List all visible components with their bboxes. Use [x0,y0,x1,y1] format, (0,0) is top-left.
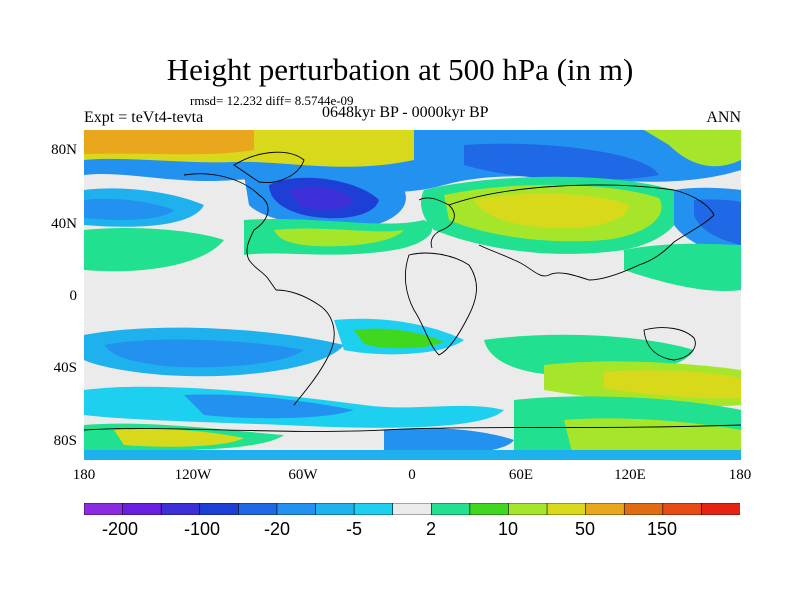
colorbar-label: -200 [101,519,139,539]
period-label: 0648kyr BP - 0000kyr BP [322,104,489,121]
colorbar-swatch [315,503,355,515]
height-perturbation-map [84,130,741,460]
colorbar-swatch [199,503,239,515]
colorbar [84,503,740,515]
lat-tick-label: 80S [53,433,77,449]
colorbar-swatch [276,503,317,515]
colorbar-label: -5 [345,519,362,539]
colorbar-swatch [353,503,394,515]
colorbar-swatch [84,503,124,515]
season-label: ANN [706,109,741,126]
lat-tick-label: 40N [51,216,77,232]
colorbar-swatch [122,503,162,515]
lon-tick-label: 0 [408,467,416,483]
plot-title: Height perturbation at 500 hPa (in m) [166,52,634,87]
colorbar-swatch [585,503,625,515]
experiment-label: Expt = teVt4-tevta [84,109,204,126]
lon-tick-label: 120W [174,467,212,483]
colorbar-label: 50 [574,519,596,539]
colorbar-label: 10 [497,519,519,539]
colorbar-swatch [701,503,740,515]
colorbar-swatch [238,503,278,515]
colorbar-label: -20 [263,519,290,539]
lon-tick-label: 180 [728,467,752,483]
colorbar-swatch [392,503,432,515]
lon-tick-label: 180 [72,467,96,483]
colorbar-swatch [546,503,587,515]
colorbar-swatch [160,503,201,515]
colorbar-swatch [623,503,664,515]
colorbar-swatch [430,503,471,515]
lat-tick-label: 80N [51,142,77,158]
colorbar-label: 150 [646,519,678,539]
lat-tick-label: 0 [69,288,78,304]
stats-text: rmsd= 12.232 diff= 8.5744e-09 [190,93,354,108]
colorbar-swatch [469,503,510,515]
lon-tick-label: 60W [288,467,318,483]
colorbar-label: 2 [425,519,436,539]
lon-tick-label: 120E [614,467,646,483]
colorbar-swatch [662,503,703,515]
colorbar-label: -100 [183,519,221,539]
lon-tick-label: 60E [508,467,534,483]
lat-tick-label: 40S [53,360,77,376]
colorbar-swatch [508,503,548,515]
